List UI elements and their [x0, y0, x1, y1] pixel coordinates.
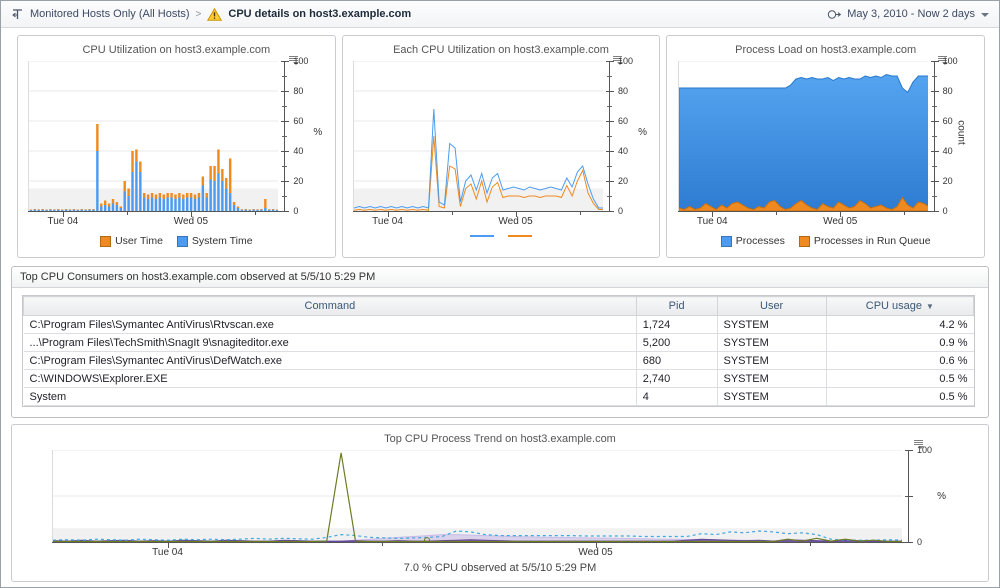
- x-axis-label: Wed 05: [173, 216, 209, 227]
- process-load-chart: [677, 61, 928, 211]
- table-header-row: Command Pid User CPU usage ▼: [23, 296, 975, 316]
- legend-item: System Time: [176, 235, 253, 247]
- cell-command: C:\Program Files\Symantec AntiVirus\Rtvs…: [23, 315, 637, 334]
- cell-pid: 4: [636, 387, 718, 406]
- cell-command: System: [23, 387, 637, 406]
- legend-swatch: [720, 235, 732, 247]
- cell-cpu: 0.9 %: [826, 333, 974, 352]
- time-range-icon: [827, 9, 842, 20]
- x-axis-label: Wed 05: [498, 216, 533, 227]
- cell-user: SYSTEM: [717, 351, 827, 370]
- cell-user: SYSTEM: [717, 333, 827, 352]
- table-row: System 4 SYSTEM 0.5 %: [23, 387, 974, 406]
- chart-title: Top CPU Process Trend on host3.example.c…: [384, 433, 616, 445]
- legend-swatch: [470, 235, 494, 237]
- chart-legend: User Time System Time: [18, 235, 335, 247]
- warning-icon: [207, 7, 223, 21]
- cell-command: C:\WINDOWS\Explorer.EXE: [23, 369, 637, 388]
- page-title: CPU details on host3.example.com: [228, 8, 412, 20]
- x-axis-label: Tue 04: [152, 547, 183, 558]
- x-axis: Tue 04 Wed 05: [52, 542, 908, 559]
- cell-cpu: 0.5 %: [826, 369, 974, 388]
- cell-command: C:\Program Files\Symantec AntiVirus\DefW…: [23, 351, 637, 370]
- chart-caption: 7.0 % CPU observed at 5/5/10 5:29 PM: [403, 562, 597, 574]
- time-range-label: May 3, 2010 - Now 2 days: [847, 8, 975, 20]
- charts-row: CPU Utilization on host3.example.com Tue…: [17, 35, 986, 258]
- each-cpu-utilization-panel: Each CPU Utilization on host3.example.co…: [341, 35, 661, 258]
- x-axis: Tue 04 Wed 05: [28, 211, 285, 228]
- legend-item: [508, 235, 532, 237]
- each-cpu-utilization-chart: [353, 61, 603, 211]
- column-header-user[interactable]: User: [716, 296, 827, 316]
- y-axis-unit: %: [313, 127, 323, 139]
- top-cpu-consumers-table: Command Pid User CPU usage ▼ C:\Program File…: [23, 296, 975, 406]
- top-bar: Monitored Hosts Only (All Hosts) > CPU d…: [1, 1, 999, 28]
- y-axis-unit: %: [937, 490, 946, 502]
- column-header-command[interactable]: Command: [23, 296, 637, 316]
- cell-cpu: 4.2 %: [826, 315, 974, 334]
- y-axis: 0 20 40 60 80 100%: [281, 56, 324, 216]
- sort-descending-icon: ▼: [926, 302, 934, 311]
- table-title: Top CPU Consumers on host3.example.com o…: [12, 267, 988, 288]
- cell-command: ...\Program Files\TechSmith\SnagIt 9\sna…: [23, 333, 637, 352]
- breadcrumb-link[interactable]: Monitored Hosts Only (All Hosts): [30, 8, 190, 20]
- legend-item: Processes: [720, 235, 785, 247]
- y-axis-unit: count: [955, 120, 967, 146]
- cpu-utilization-chart: [28, 61, 279, 211]
- y-axis: 0 20 40 60 80 100%: [606, 56, 649, 216]
- time-range-selector[interactable]: May 3, 2010 - Now 2 days: [827, 8, 989, 20]
- x-axis-label: Tue 04: [696, 216, 728, 227]
- x-axis-label: Wed 05: [823, 216, 858, 227]
- cell-pid: 5,200: [636, 333, 718, 352]
- legend-swatch: [176, 235, 188, 247]
- legend-item: Processes in Run Queue: [798, 235, 931, 247]
- column-header-pid[interactable]: Pid: [635, 296, 718, 316]
- y-axis: 0 20 40 60 80 100 count: [930, 56, 974, 216]
- cell-pid: 1,724: [636, 315, 718, 334]
- top-cpu-process-trend-panel: Top CPU Process Trend on host3.example.c…: [11, 424, 989, 582]
- x-axis-label: Tue 04: [372, 216, 403, 227]
- y-axis-unit: %: [638, 127, 647, 139]
- cpu-utilization-panel: CPU Utilization on host3.example.com Tue…: [17, 35, 336, 258]
- cell-pid: 2,740: [636, 369, 718, 388]
- legend-item: [470, 235, 494, 237]
- x-axis: Tue 04 Wed 05: [677, 211, 934, 228]
- chevron-down-icon: [981, 13, 989, 17]
- chart-menu-icon[interactable]: [613, 55, 624, 65]
- cell-user: SYSTEM: [717, 315, 827, 334]
- top-cpu-consumers-panel: Top CPU Consumers on host3.example.com o…: [11, 266, 989, 418]
- legend-item: User Time: [100, 235, 163, 247]
- legend-swatch: [798, 235, 810, 247]
- table-row: C:\Program Files\Symantec AntiVirus\DefW…: [23, 351, 974, 370]
- chart-title: Each CPU Utilization on host3.example.co…: [393, 44, 609, 56]
- process-load-panel: Process Load on host3.example.com Tue 04…: [666, 35, 986, 258]
- breadcrumb: Monitored Hosts Only (All Hosts) > CPU d…: [11, 7, 412, 21]
- chart-title: Process Load on host3.example.com: [735, 44, 917, 56]
- breadcrumb-separator: >: [195, 8, 202, 20]
- chart-legend: Processes Processes in Run Queue: [667, 235, 984, 247]
- x-axis: Tue 04 Wed 05: [353, 211, 609, 228]
- cell-user: SYSTEM: [717, 387, 827, 406]
- cell-cpu: 0.6 %: [826, 351, 974, 370]
- cell-cpu: 0.5 %: [826, 387, 974, 406]
- x-axis-label: Wed 05: [578, 547, 613, 558]
- chart-title: CPU Utilization on host3.example.com: [82, 44, 271, 56]
- x-axis-label: Tue 04: [47, 216, 79, 227]
- chart-menu-icon[interactable]: [938, 55, 949, 65]
- table-row: ...\Program Files\TechSmith\SnagIt 9\sna…: [23, 333, 974, 352]
- chart-menu-icon[interactable]: [914, 439, 924, 449]
- legend-swatch: [508, 235, 532, 237]
- cell-pid: 680: [636, 351, 718, 370]
- table-row: C:\WINDOWS\Explorer.EXE 2,740 SYSTEM 0.5 %: [23, 369, 974, 388]
- top-cpu-process-trend-chart: [52, 450, 902, 542]
- legend-swatch: [100, 235, 112, 247]
- chart-legend: [343, 235, 660, 237]
- cell-user: SYSTEM: [717, 369, 827, 388]
- column-header-cpu[interactable]: CPU usage ▼: [825, 296, 975, 316]
- chart-menu-icon[interactable]: [288, 55, 299, 65]
- topology-icon: [11, 8, 24, 20]
- table-row: C:\Program Files\Symantec AntiVirus\Rtvs…: [23, 315, 974, 334]
- y-axis: 0 100%: [905, 445, 948, 547]
